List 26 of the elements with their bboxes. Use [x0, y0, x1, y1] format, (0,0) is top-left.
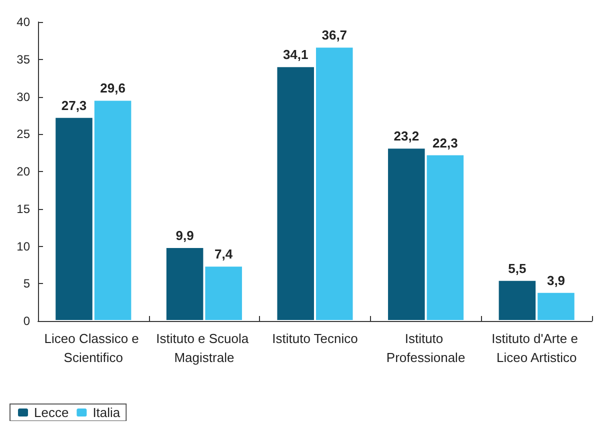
- x-tick-label: Istituto e Scuola Magistrale: [156, 331, 252, 365]
- y-tick-label: 0: [23, 314, 30, 328]
- y-tick-label: 15: [16, 202, 30, 216]
- y-tick-label: 20: [16, 164, 30, 178]
- data-label: 29,6: [100, 80, 126, 96]
- y-tick-label: 5: [23, 276, 30, 291]
- data-label: 3,9: [546, 272, 566, 288]
- data-label: 27,3: [61, 98, 87, 113]
- legend-label: Lecce: [34, 405, 69, 420]
- data-label: 7,4: [214, 246, 234, 262]
- data-label: 23,2: [394, 128, 420, 144]
- data-label: 9,9: [176, 228, 194, 243]
- x-tick-label: Liceo Classico e Scientifico: [44, 331, 143, 365]
- data-label: 5,5: [508, 260, 526, 276]
- y-tick-label: 10: [16, 239, 30, 254]
- y-tick-label: 35: [16, 52, 30, 66]
- y-tick-label: 30: [16, 90, 30, 104]
- x-tick-label: Istituto d'Arte e Liceo Artistico: [492, 331, 582, 365]
- data-label: 36,7: [322, 28, 348, 43]
- y-tick-label: 40: [16, 15, 30, 29]
- data-label: 22,3: [432, 135, 458, 150]
- x-tick-label: Istituto Professionale: [386, 331, 466, 365]
- x-tick-label: Istituto Tecnico: [272, 331, 358, 346]
- data-label: 34,1: [282, 47, 308, 62]
- legend-label: Italia: [92, 405, 121, 420]
- y-tick-label: 25: [16, 127, 30, 142]
